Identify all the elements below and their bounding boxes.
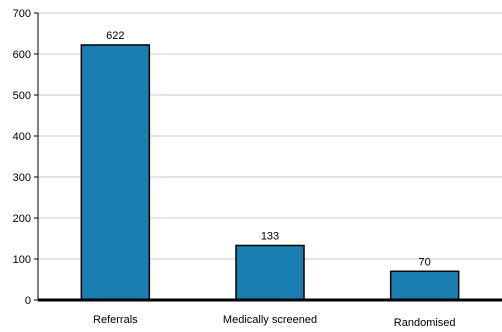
data-label: 622 — [106, 30, 124, 42]
y-tick-label: 600 — [13, 49, 31, 61]
y-axis-ticks: 0 100 200 300 400 500 600 700 — [13, 8, 38, 307]
bars — [80, 44, 460, 301]
data-labels: 622 133 70 — [106, 30, 431, 268]
x-category-label: Randomised — [394, 317, 456, 329]
x-category-label: Medically screened — [223, 314, 317, 326]
data-label: 70 — [419, 256, 431, 268]
y-tick-label: 300 — [13, 172, 31, 184]
category-labels: Referrals Medically screened Randomised — [93, 314, 456, 329]
bar-medically-screened — [235, 244, 305, 301]
y-tick-label: 100 — [13, 254, 31, 266]
bar-randomised — [389, 270, 460, 301]
y-tick-label: 500 — [13, 90, 31, 102]
bar-referrals — [80, 44, 151, 301]
y-tick-label: 200 — [13, 213, 31, 225]
data-label: 133 — [261, 230, 279, 242]
y-tick-label: 400 — [13, 131, 31, 143]
x-category-label: Referrals — [93, 314, 138, 326]
y-tick-label: 0 — [25, 295, 31, 307]
y-tick-label: 700 — [13, 8, 31, 20]
